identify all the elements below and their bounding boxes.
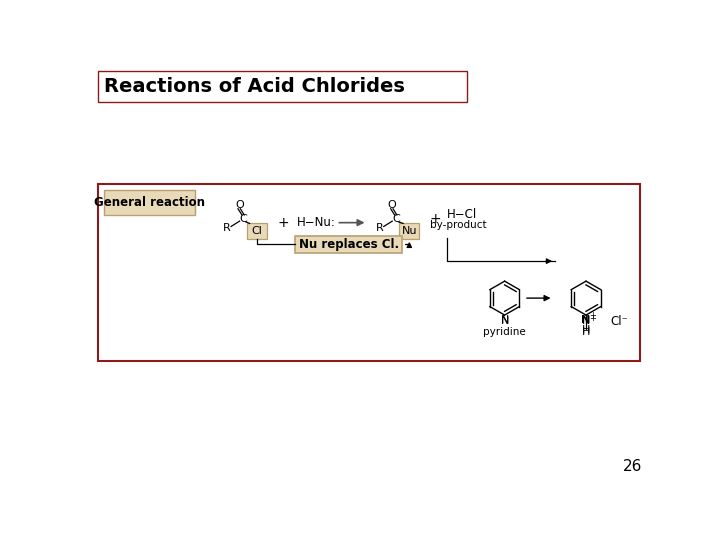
Text: H: H: [582, 325, 590, 335]
Text: Cl: Cl: [251, 226, 262, 236]
FancyBboxPatch shape: [246, 224, 266, 239]
Text: N: N: [500, 316, 509, 326]
Text: by-product: by-product: [430, 220, 487, 230]
Text: +: +: [278, 215, 289, 230]
Text: +: +: [589, 312, 595, 320]
Text: pyridine: pyridine: [483, 327, 526, 337]
Text: C: C: [240, 214, 248, 224]
Text: N: N: [581, 315, 590, 326]
Text: Nu replaces Cl.: Nu replaces Cl.: [299, 238, 399, 251]
Text: R: R: [376, 223, 384, 233]
Text: 26: 26: [623, 459, 642, 474]
FancyBboxPatch shape: [98, 71, 467, 102]
FancyBboxPatch shape: [399, 224, 419, 239]
Text: +: +: [589, 314, 595, 322]
Text: +: +: [429, 212, 441, 226]
Text: H−Cl: H−Cl: [447, 208, 477, 221]
Text: Nu: Nu: [402, 226, 417, 236]
Text: O: O: [235, 200, 244, 210]
Text: N: N: [582, 316, 590, 326]
Text: R: R: [223, 223, 231, 233]
Text: General reaction: General reaction: [94, 196, 205, 209]
Text: N: N: [500, 315, 509, 326]
Text: Cl⁻: Cl⁻: [611, 315, 629, 328]
Text: O: O: [388, 200, 397, 210]
Text: Reactions of Acid Chlorides: Reactions of Acid Chlorides: [104, 77, 405, 96]
Text: C: C: [392, 214, 400, 224]
Text: H−Nu:: H−Nu:: [297, 216, 336, 229]
FancyBboxPatch shape: [295, 236, 402, 253]
FancyBboxPatch shape: [98, 184, 640, 361]
Text: H: H: [582, 327, 590, 337]
FancyBboxPatch shape: [104, 190, 195, 215]
